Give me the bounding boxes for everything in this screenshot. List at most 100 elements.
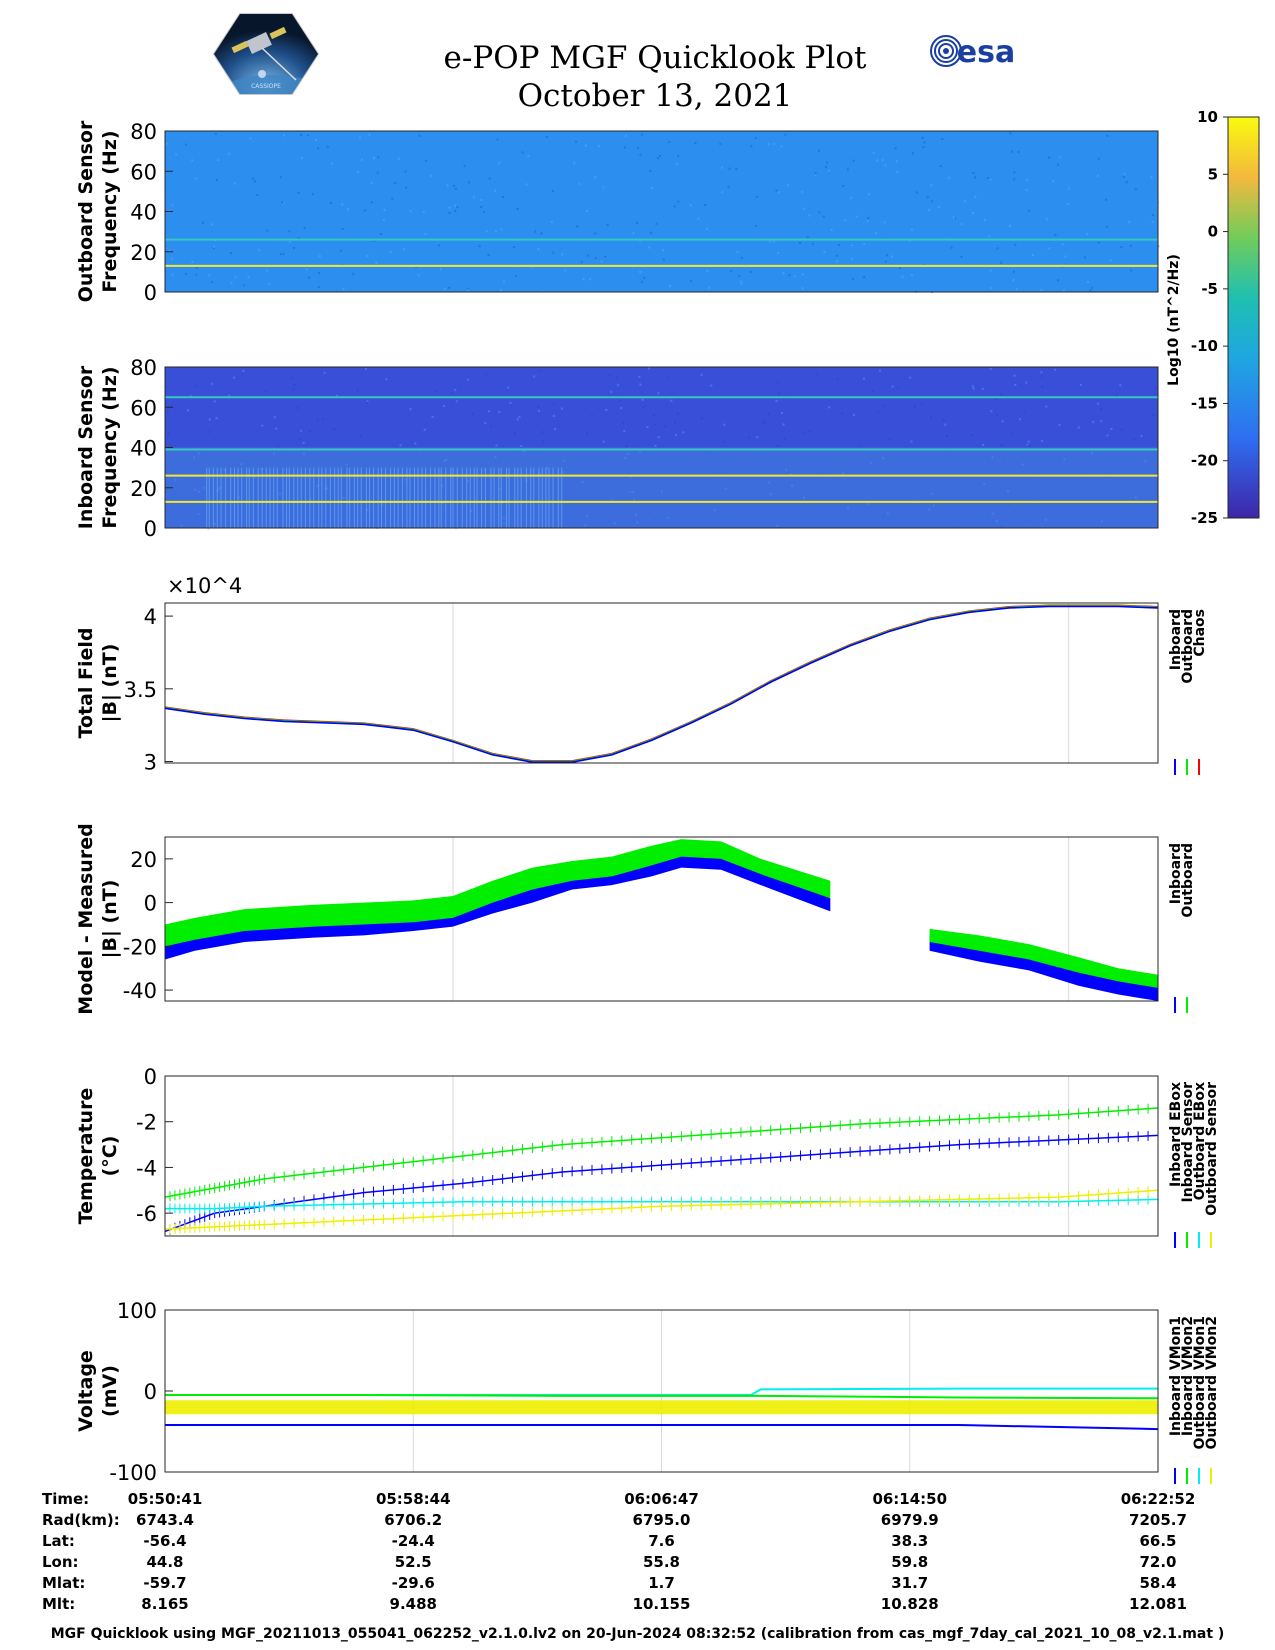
ephemeris-cell: 12.081 xyxy=(1129,1595,1187,1613)
mission-logo-text: CASSIOPE xyxy=(251,83,281,90)
temperature-series-noise xyxy=(164,1194,1149,1214)
ephemeris-cell: 10.155 xyxy=(633,1595,691,1613)
ephemeris-cell: -56.4 xyxy=(143,1532,186,1550)
colorbar-tick-label: -20 xyxy=(1191,452,1218,470)
colorbar-tick-label: 0 xyxy=(1208,223,1218,241)
ephemeris-cell: 7.6 xyxy=(648,1532,675,1550)
ephemeris-row-label: Time: xyxy=(42,1490,89,1508)
voltage-legend-label: Inboard VMon2 xyxy=(1180,1316,1196,1436)
ephemeris-row-label: Mlat: xyxy=(42,1574,85,1592)
outboard-spectrogram-ylabel: Outboard Sensor Frequency (Hz) xyxy=(75,120,121,302)
ephemeris-row-label: Rad(km): xyxy=(42,1511,120,1529)
model-minus-measured-band-outboard xyxy=(929,928,1158,988)
model-minus-measured-ytick-label: 0 xyxy=(144,892,157,916)
plot-date: October 13, 2021 xyxy=(517,78,793,114)
inboard-spectrogram-ytick-label: 60 xyxy=(130,396,157,420)
ephemeris-cell: -24.4 xyxy=(392,1532,435,1550)
temperature-series-noise xyxy=(164,1130,1149,1237)
total-field-ytick-label: 4 xyxy=(144,605,157,629)
voltage-legend-label: Inboard VMon1 xyxy=(1168,1316,1184,1436)
outboard-spectrogram-texture xyxy=(165,132,1160,294)
plot-title: e-POP MGF Quicklook Plot xyxy=(443,40,867,76)
temperature-series-noise xyxy=(164,1185,1149,1235)
ephemeris-cell: -59.7 xyxy=(143,1574,186,1592)
total-field-ylabel: Total Field |B| (nT) xyxy=(75,627,121,738)
outboard-spectrogram-ytick-label: 0 xyxy=(144,281,157,305)
temperature-legend-label: Inboard Sensor xyxy=(1180,1082,1196,1203)
voltage-ytick-label: 0 xyxy=(144,1380,157,1404)
colorbar xyxy=(1227,116,1260,519)
total-field-series-outboard xyxy=(164,605,1159,763)
voltage-legend-label: Outboard VMon1 xyxy=(1192,1316,1208,1450)
model-minus-measured-ylabel-line: |B| (nT) xyxy=(99,880,121,959)
ephemeris-cell: 59.8 xyxy=(891,1553,928,1571)
inboard-spectrogram-ylabel-line: Inboard Sensor xyxy=(75,365,97,529)
outboard-spectrogram-ylabel-line: Outboard Sensor xyxy=(75,120,97,302)
ephemeris-cell: 06:22:52 xyxy=(1121,1490,1196,1508)
outboard-spectrogram-ytick-label: 40 xyxy=(130,201,157,225)
ephemeris-row-label: Lon: xyxy=(42,1553,79,1571)
ephemeris-cell: 10.828 xyxy=(881,1595,939,1613)
total-field-ytick-label: 3.5 xyxy=(124,678,157,702)
outboard-spectrogram-ytick-label: 20 xyxy=(130,241,157,265)
temperature-ytick-label: -2 xyxy=(136,1111,157,1135)
inboard-spectrogram-ytick-label: 80 xyxy=(130,356,157,380)
model-minus-measured-frame xyxy=(164,836,1159,1002)
ephemeris-cell: 05:50:41 xyxy=(128,1490,203,1508)
ephemeris-cell: 55.8 xyxy=(643,1553,680,1571)
ephemeris-cell: -29.6 xyxy=(392,1574,435,1592)
model-minus-measured-band-outboard xyxy=(165,839,831,947)
voltage-ylabel-line: Voltage xyxy=(75,1350,97,1432)
inboard-spectrogram-ytick-label: 0 xyxy=(144,517,157,541)
model-minus-measured-ylabel: Model - Measured |B| (nT) xyxy=(75,823,121,1014)
ephemeris-cell: 6979.9 xyxy=(881,1511,939,1529)
outboard-spectrogram-ytick-label: 60 xyxy=(130,160,157,184)
voltage-ytick-label: 100 xyxy=(117,1299,157,1323)
temperature-ytick-label: -4 xyxy=(136,1156,157,1180)
colorbar-tick-label: -5 xyxy=(1201,280,1218,298)
ephemeris-cell: 58.4 xyxy=(1139,1574,1176,1592)
temperature-series xyxy=(164,1134,1159,1233)
model-minus-measured-band-inboard xyxy=(165,854,831,960)
total-field-ylabel-line: Total Field xyxy=(75,627,97,738)
inboard-spectrogram-ytick-label: 40 xyxy=(130,437,157,461)
ephemeris-cell: 38.3 xyxy=(891,1532,928,1550)
temperature-ylabel-line: Temperature xyxy=(75,1088,97,1225)
temperature-legend-label: Outboard Sensor xyxy=(1204,1082,1220,1216)
outboard-spectrogram-ylabel-line: Frequency (Hz) xyxy=(99,130,121,292)
ephemeris-cell: 6795.0 xyxy=(633,1511,691,1529)
colorbar-tick-label: 5 xyxy=(1208,165,1218,183)
outboard-spectrogram-ytick-label: 80 xyxy=(130,120,157,144)
temperature-ytick-label: -6 xyxy=(136,1202,157,1226)
ephemeris-cell: 44.8 xyxy=(146,1553,183,1571)
ephemeris-cell: 7205.7 xyxy=(1129,1511,1187,1529)
esa-logo-icon: esa xyxy=(930,35,1015,70)
voltage-ylabel: Voltage (mV) xyxy=(75,1350,121,1432)
temperature-ylabel-line: (°C) xyxy=(99,1136,121,1177)
temperature-legend-label: Outboard EBox xyxy=(1192,1082,1208,1200)
ephemeris-cell: 31.7 xyxy=(891,1574,928,1592)
model-minus-measured-ytick-label: -40 xyxy=(123,979,157,1003)
footer-text: MGF Quicklook using MGF_20211013_055041_… xyxy=(50,1626,1225,1642)
temperature-ytick-label: 0 xyxy=(144,1065,157,1089)
ephemeris-cell: 6706.2 xyxy=(384,1511,442,1529)
total-field-legend-label: Inboard xyxy=(1168,609,1184,670)
ephemeris-row-label: Mlt: xyxy=(42,1595,75,1613)
ephemeris-cell: 8.165 xyxy=(141,1595,188,1613)
voltage-series xyxy=(165,1394,1159,1400)
total-field-legend-label: Chaos xyxy=(1192,609,1208,657)
inboard-spectrogram-ytick-label: 20 xyxy=(130,477,157,501)
temperature-frame xyxy=(164,1075,1159,1237)
temperature-legend-label: Inboard EBox xyxy=(1168,1082,1184,1187)
ephemeris-cell: 9.488 xyxy=(390,1595,437,1613)
model-minus-measured-ylabel-line: Model - Measured xyxy=(75,823,97,1014)
total-field-exponent-label: ×10^4 xyxy=(167,574,242,598)
colorbar-tick-label: -10 xyxy=(1191,337,1218,355)
voltage-series xyxy=(165,1424,1159,1431)
colorbar-tick-label: -15 xyxy=(1191,394,1218,412)
